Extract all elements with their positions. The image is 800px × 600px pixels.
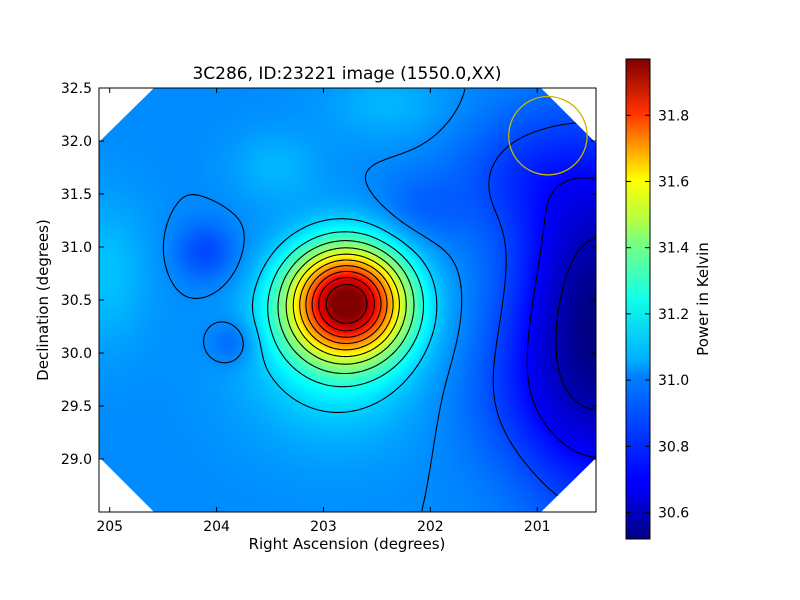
x-tick-label: 202 <box>417 519 444 535</box>
x-tick-label: 205 <box>96 519 123 535</box>
contour-line <box>555 237 596 410</box>
y-axis-label: Declination (degrees) <box>34 219 52 381</box>
x-axis-label: Right Ascension (degrees) <box>249 535 446 553</box>
y-tick-label: 31.0 <box>61 240 92 256</box>
contour-line <box>292 253 400 358</box>
contour-line <box>311 270 382 338</box>
colorbar-tick-label: 31.2 <box>658 307 689 323</box>
contour-line <box>267 231 425 388</box>
colorbar-tick-label: 31.8 <box>658 108 689 124</box>
contour-line <box>285 247 407 365</box>
contour-line <box>277 240 415 375</box>
y-tick-label: 29.5 <box>61 399 92 415</box>
contour-line <box>299 259 394 351</box>
x-tick-label: 203 <box>310 519 337 535</box>
colorbar-tick-label: 31.6 <box>658 174 689 190</box>
colorbar-tick-label: 31.4 <box>658 241 689 257</box>
y-tick-label: 32.0 <box>61 134 92 150</box>
contour-line <box>305 265 388 345</box>
colorbar-tick-label: 30.8 <box>658 439 689 455</box>
contour-line <box>318 276 375 332</box>
contour-line <box>526 177 596 458</box>
contour-line <box>162 88 466 512</box>
y-tick-label: 31.5 <box>61 187 92 203</box>
x-tick-label: 201 <box>524 519 551 535</box>
colorbar-gradient <box>625 58 651 540</box>
chart-title: 3C286, ID:23221 image (1550.0,XX) <box>192 64 501 84</box>
colorbar-label: Power in Kelvin <box>694 242 712 356</box>
plot-area <box>98 87 597 513</box>
heatmap-image <box>99 88 596 512</box>
beam-circle <box>508 95 588 176</box>
contour-line <box>251 218 438 413</box>
y-axis-ticks: 29.0 29.5 30.0 30.5 31.0 31.5 32.0 32.5 <box>61 81 596 468</box>
y-tick-label: 32.5 <box>61 81 92 97</box>
x-axis-ticks: 205 204 203 202 201 <box>96 88 551 535</box>
y-tick-label: 29.0 <box>61 452 92 468</box>
colorbar-tick-label: 31.0 <box>658 373 689 389</box>
colorbar-tick-label: 30.6 <box>658 506 689 522</box>
x-tick-label: 204 <box>203 519 230 535</box>
colorbar: 30.6 30.8 31.0 31.2 31.4 31.6 31.8 Power in Ke… <box>625 58 712 540</box>
y-tick-label: 30.0 <box>61 346 92 362</box>
contour-lines <box>162 88 596 512</box>
colorbar-ticks: 30.6 30.8 31.0 31.2 31.4 31.6 31.8 <box>626 108 689 522</box>
y-tick-label: 30.5 <box>61 293 92 309</box>
contour-line <box>325 284 368 324</box>
